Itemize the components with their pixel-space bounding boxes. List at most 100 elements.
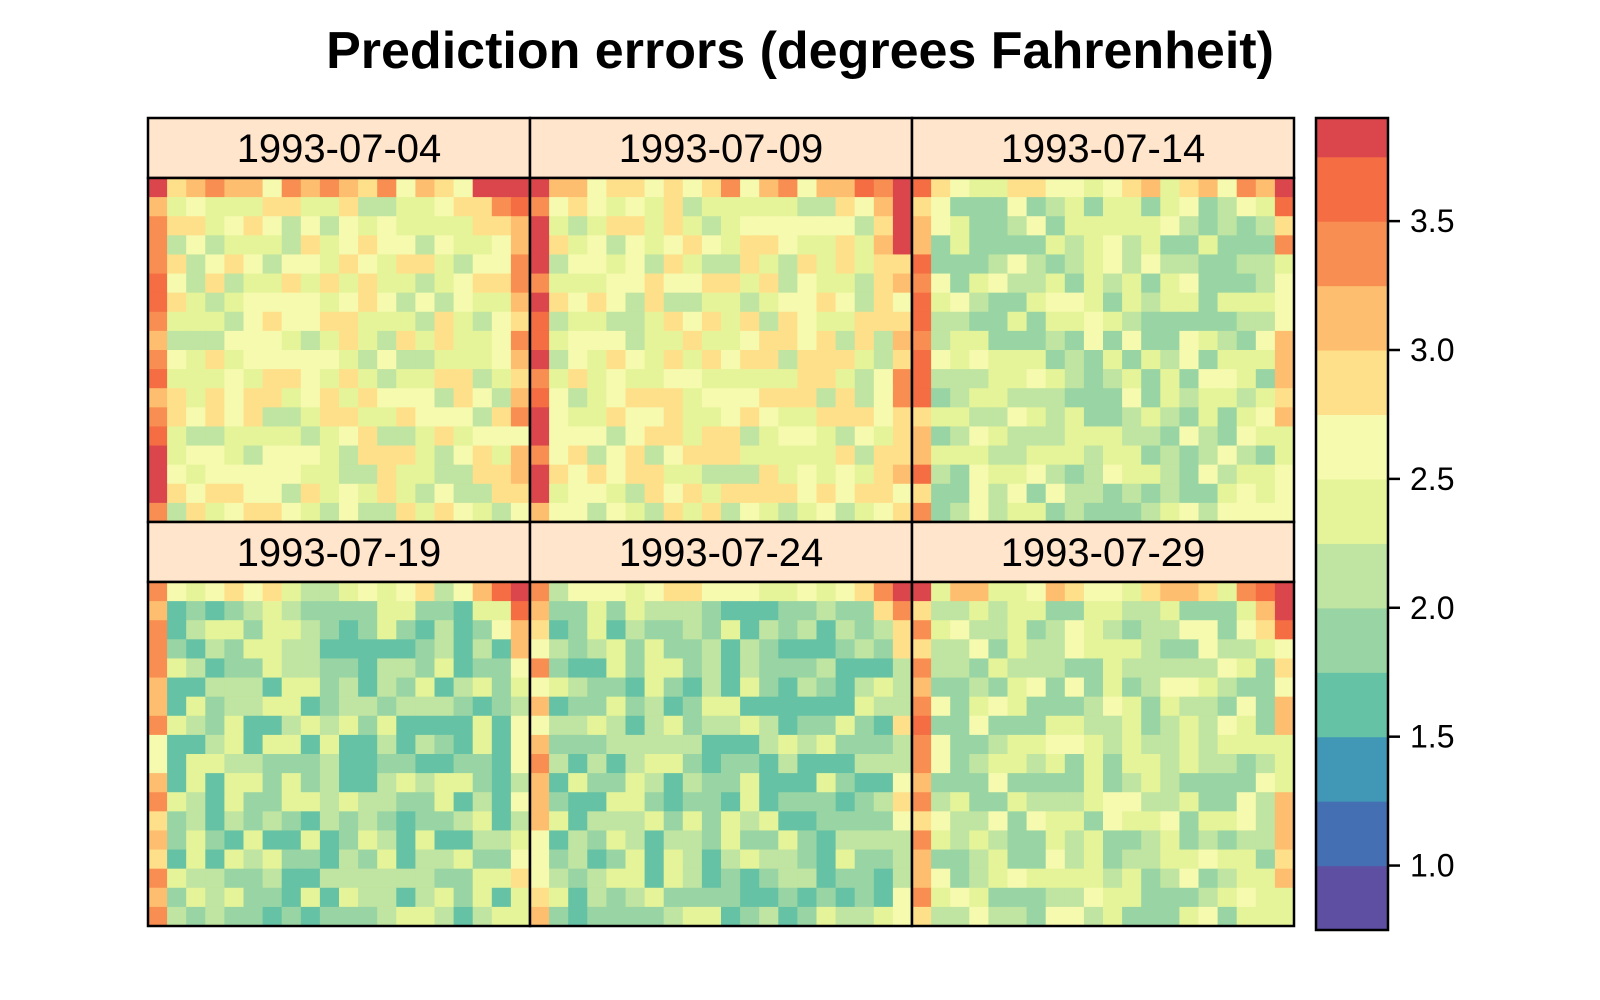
heat-cell [262,350,283,370]
colorbar-tick-label: 2.0 [1410,590,1454,626]
heat-cell [892,254,913,275]
heat-cell [606,292,627,313]
heat-cell [931,235,951,256]
heat-cell [396,178,416,198]
heat-cell [587,868,607,889]
colorbar-bin [1316,221,1388,287]
heat-cell [1103,620,1123,640]
heat-cell [721,715,741,736]
heat-cell [1122,601,1142,621]
heat-cell [1179,254,1200,275]
heat-cell [453,178,474,198]
heat-cell [1236,369,1257,389]
heat-cell [1198,887,1219,908]
heat-cell [1217,887,1238,908]
heat-cell [587,350,607,370]
heat-cell [205,330,225,351]
heat-cell [396,734,416,755]
heat-cell [606,273,627,294]
heat-cell [988,620,1009,640]
heat-cell [549,582,569,602]
heat-cell [721,273,741,294]
heat-cell [1122,407,1142,428]
heat-cell [1141,254,1161,275]
heat-cell [873,696,894,717]
heat-cell [950,483,970,504]
heat-cell [262,197,283,217]
heat-cell [854,445,875,466]
heat-cell [1026,811,1047,832]
heat-cell [186,388,206,408]
heat-cell [663,677,684,698]
heat-cell [854,197,875,217]
heat-cell [682,483,703,504]
heat-cell [243,426,264,447]
heat-cell [740,197,760,217]
heat-cell [300,639,321,660]
heat-cell [186,502,206,523]
heat-cell [797,754,818,774]
heat-cell [873,464,894,485]
heat-cell [778,754,798,774]
heat-cell [988,868,1009,889]
heat-cell [988,235,1009,256]
heat-cell [224,754,245,774]
heat-cell [950,350,970,370]
heat-cell [1255,696,1276,717]
heat-cell [1083,906,1104,927]
heat-cell [892,369,913,389]
heat-cell [701,830,722,851]
heat-cell [434,445,455,466]
heat-cell [1160,483,1180,504]
heat-cell [300,773,321,793]
heat-cell [319,830,340,851]
heat-cell [434,696,455,717]
heat-cell [931,868,951,889]
heat-cell [854,483,875,504]
heat-cell [721,483,741,504]
heat-cell [262,273,283,294]
heat-cell [281,292,302,313]
heat-cell [721,734,741,755]
heat-cell [167,601,187,621]
heat-cell [778,254,798,275]
heat-cell [1103,906,1123,927]
heat-cell [1026,311,1047,332]
heat-cell [205,868,225,889]
heat-cell [1007,292,1028,313]
heat-cell [1236,292,1257,313]
heat-cell [892,887,913,908]
heat-cell [434,502,455,523]
heat-cell [1064,849,1085,870]
heat-cell [1236,582,1257,602]
heat-cell [1007,369,1028,389]
heat-cell [835,715,856,736]
heat-cell [358,887,378,908]
heat-cell [606,311,627,332]
heat-cell [663,754,684,774]
heat-cell [778,620,798,640]
heat-cell [281,868,302,889]
heat-cell [415,658,436,679]
heat-cell [300,350,321,370]
heat-cell [625,849,646,870]
heat-cell [224,216,245,236]
heat-cell [262,887,283,908]
heat-cell [434,715,455,736]
heat-cell [606,887,627,908]
colorbar-bin [1316,865,1388,931]
heat-cell [721,502,741,523]
heat-cell [148,350,168,370]
heat-cell [472,715,493,736]
heat-cell [740,350,760,370]
heat-cell [396,696,416,717]
heat-cell [778,658,798,679]
heat-cell [682,235,703,256]
heat-cell [759,502,779,523]
heat-cell [491,292,512,313]
heat-cell [1141,350,1161,370]
heat-cell [568,369,588,389]
heat-cell [358,639,378,660]
heat-cell [530,887,550,908]
heat-cell [530,292,550,313]
